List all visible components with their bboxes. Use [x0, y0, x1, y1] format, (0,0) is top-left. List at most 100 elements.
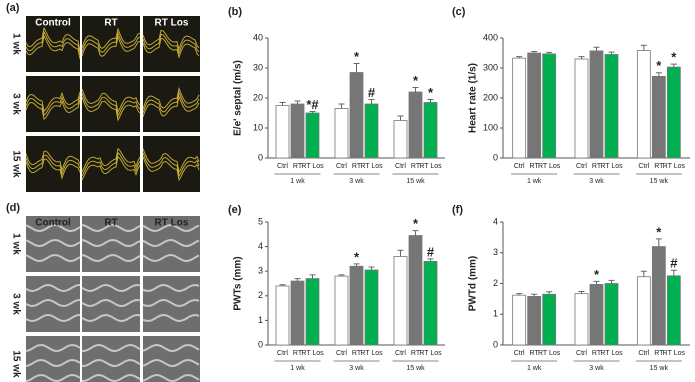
annotation: *	[671, 50, 677, 65]
bar	[364, 269, 379, 346]
image-tile	[143, 336, 200, 382]
error-bar	[531, 51, 538, 53]
error-bar	[640, 44, 647, 51]
image-trace	[81, 343, 141, 353]
annotation: *	[413, 216, 419, 231]
image-trace	[142, 253, 200, 263]
y-axis-label: PWTs (mm)	[233, 256, 244, 310]
x-tick-label: RT Los	[600, 350, 623, 357]
error-bar	[353, 63, 360, 73]
bar	[349, 265, 364, 346]
y-tick-label: 30	[253, 62, 263, 72]
bar	[423, 102, 438, 159]
y-axis-label: Heart rate (1/s)	[468, 63, 479, 133]
y-tick-label: 1	[493, 309, 498, 319]
x-tick-label: Ctrl	[395, 350, 406, 357]
image-trace	[142, 86, 200, 110]
row-label: 15 wk	[10, 350, 21, 378]
error-bar	[294, 100, 301, 104]
x-tick-label: RT Los	[360, 350, 383, 357]
bar	[604, 283, 619, 346]
image-trace	[81, 373, 141, 382]
y-tick-label: 100	[483, 122, 498, 132]
column-label: RT Los	[155, 218, 189, 229]
error-bar	[670, 63, 677, 68]
x-tick-label: RT Los	[538, 163, 561, 170]
error-bar	[353, 263, 360, 267]
image-trace	[81, 298, 141, 308]
annotation: *	[656, 58, 662, 73]
bar	[636, 276, 651, 346]
image-trace	[81, 223, 141, 233]
panel-label: (f)	[452, 204, 463, 216]
column-label: Control	[35, 18, 71, 29]
bar	[408, 91, 423, 159]
bar	[305, 112, 320, 159]
column-label: RT Los	[155, 18, 189, 29]
bar	[408, 235, 423, 346]
y-tick-label: 3	[493, 247, 498, 257]
y-tick-label: 4	[258, 241, 263, 251]
x-tick-label: RT Los	[301, 163, 324, 170]
group-label: 1 wk	[290, 178, 305, 185]
group-label: 3 wk	[589, 365, 604, 372]
image-trace	[25, 313, 81, 323]
x-tick-label: Ctrl	[514, 350, 525, 357]
panel-label: (a)	[6, 2, 20, 14]
panel-label: (e)	[228, 204, 242, 216]
x-tick-label: Ctrl	[395, 163, 406, 170]
y-tick-label: 2	[493, 278, 498, 288]
group-label: 1 wk	[527, 365, 542, 372]
y-tick-label: 2	[258, 290, 263, 300]
bar	[527, 296, 542, 346]
image-trace	[81, 155, 141, 181]
bar	[349, 72, 364, 159]
panel-label: (d)	[6, 202, 20, 214]
image-trace	[142, 156, 200, 182]
x-tick-label: RT	[592, 163, 602, 170]
image-trace	[81, 151, 141, 177]
y-tick-label: 200	[483, 92, 498, 102]
bar	[666, 275, 681, 346]
group-label: 3 wk	[589, 178, 604, 185]
bar	[512, 57, 527, 159]
y-axis-label: E/e' septal (m/s)	[233, 60, 244, 136]
error-bar	[546, 291, 553, 295]
bar	[512, 294, 527, 346]
annotation: #	[427, 244, 435, 259]
error-bar	[531, 293, 538, 297]
image-trace	[25, 283, 81, 293]
error-bar	[608, 51, 615, 55]
bar	[651, 76, 666, 159]
image-trace	[142, 152, 200, 178]
error-bar	[578, 290, 585, 294]
row-label: 1 wk	[10, 33, 21, 55]
error-bar	[412, 87, 419, 92]
image-trace	[25, 343, 81, 353]
image-tile	[82, 276, 140, 332]
y-tick-label: 1	[258, 315, 263, 325]
y-tick-label: 20	[253, 92, 263, 102]
x-tick-label: Ctrl	[514, 163, 525, 170]
error-bar	[516, 293, 523, 296]
error-bar	[412, 230, 419, 236]
annotation: *#	[306, 97, 319, 112]
x-tick-label: RT	[530, 163, 540, 170]
error-bar	[640, 270, 647, 277]
row-label: 1 wk	[10, 233, 21, 255]
image-trace	[25, 26, 81, 52]
image-trace	[25, 154, 81, 176]
bar	[290, 103, 305, 159]
image-tile	[82, 136, 140, 192]
image-trace	[25, 95, 81, 117]
bar	[666, 66, 681, 159]
x-tick-label: RT Los	[663, 163, 686, 170]
y-tick-label: 4	[493, 216, 498, 226]
x-tick-label: Ctrl	[336, 350, 347, 357]
image-trace	[81, 358, 141, 368]
image-trace	[81, 253, 141, 263]
error-bar	[368, 266, 375, 270]
annotation: *	[354, 249, 360, 264]
column-label: Control	[35, 218, 71, 229]
